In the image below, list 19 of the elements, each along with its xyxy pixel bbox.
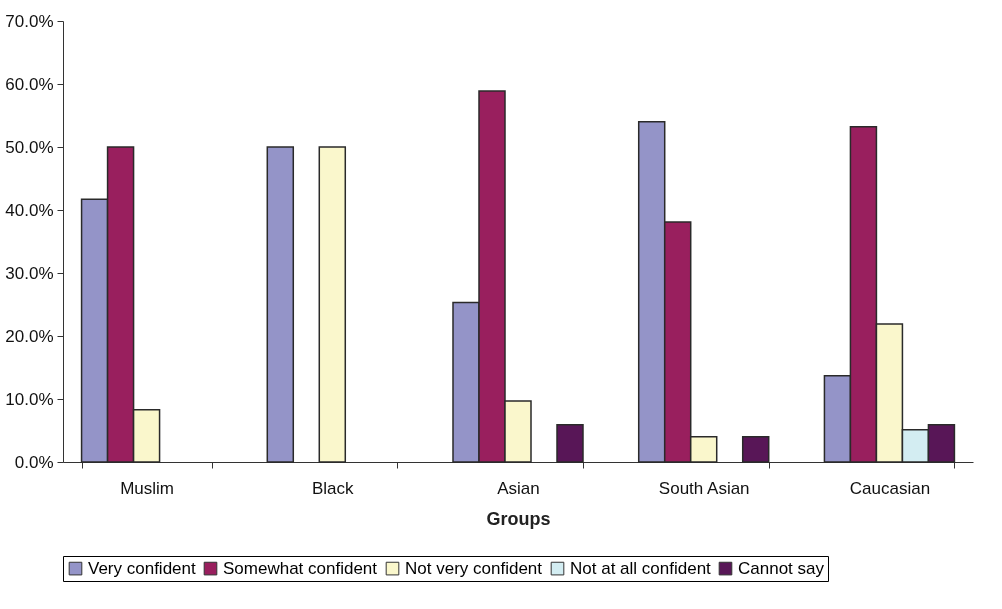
legend-label: Not at all confident — [570, 558, 712, 578]
y-tick-label: 30.0% — [5, 263, 54, 283]
y-tick-label: 60.0% — [5, 74, 54, 94]
x-tick-label: Muslim — [120, 478, 174, 498]
x-axis-title: Groups — [486, 508, 551, 529]
x-tick-label: Asian — [497, 478, 540, 498]
y-tick-label: 50.0% — [5, 137, 54, 157]
x-tick-label: Caucasian — [849, 478, 931, 498]
y-tick-label: 70.0% — [5, 11, 54, 31]
y-tick-label: 0.0% — [14, 452, 54, 472]
y-tick-label: 10.0% — [5, 389, 54, 409]
legend-label: Very confident — [88, 558, 197, 578]
x-tick-label: South Asian — [658, 478, 750, 498]
legend-label: Somewhat confident — [223, 558, 378, 578]
y-tick-label: 20.0% — [5, 326, 54, 346]
legend-label: Not very confident — [405, 558, 543, 578]
y-tick-label: 40.0% — [5, 200, 54, 220]
legend-label: Cannot say — [738, 558, 825, 578]
x-tick-label: Black — [312, 478, 355, 498]
